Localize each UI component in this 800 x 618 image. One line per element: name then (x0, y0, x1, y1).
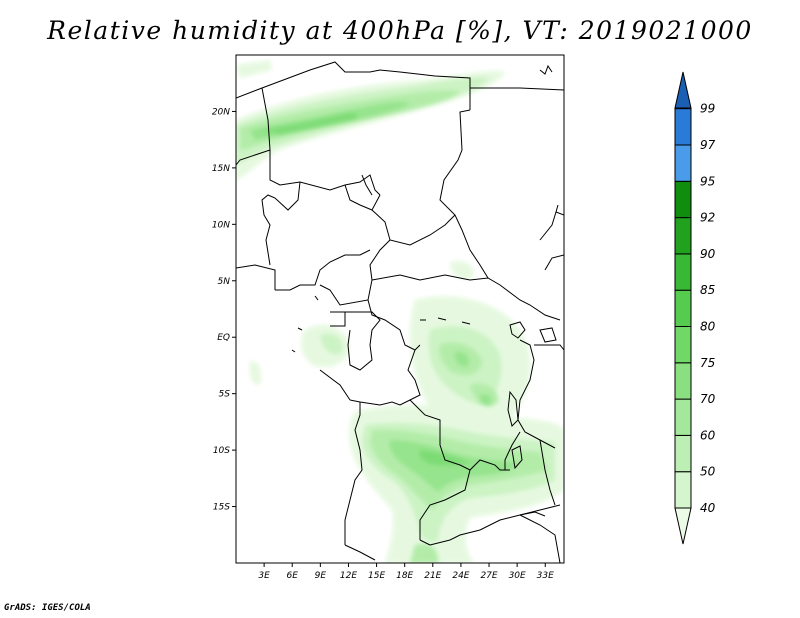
lon-tick-label: 21E (424, 571, 441, 581)
lon-tick-label: 6E (287, 571, 299, 581)
coast-details (291, 64, 557, 517)
grads-credit: GrADS: IGES/COLA (4, 603, 91, 613)
colorbar-label: 40 (700, 501, 716, 515)
latitude-axis: 20N 15N 10N 5N EQ 5S 10S 15S (212, 107, 236, 513)
lat-tick-label: 20N (212, 107, 230, 117)
colorbar-label: 99 (700, 102, 715, 116)
colorbar-bin (674, 144, 692, 182)
lon-tick-label: 9E (315, 571, 327, 581)
colorbar-bin (674, 398, 692, 436)
lon-tick-label: 33E (537, 571, 554, 581)
colorbar-bin (674, 108, 692, 146)
colorbar-label: 92 (700, 211, 715, 225)
lon-tick-label: 27E (480, 571, 497, 581)
lon-tick-label: 12E (340, 571, 357, 581)
lon-tick-label: 24E (452, 571, 469, 581)
lat-tick-label: 10N (212, 220, 230, 230)
humidity-field (236, 60, 564, 563)
colorbar-label: 70 (700, 392, 716, 406)
lat-tick-label: 5N (218, 277, 231, 287)
lat-tick-label: EQ (217, 333, 230, 343)
colorbar-bin (674, 434, 692, 473)
colorbar-bin (674, 289, 692, 328)
lon-tick-label: 3E (258, 571, 270, 581)
lat-tick-label: 5S (219, 390, 231, 400)
chart-title: Relative humidity at 400hPa [%], VT: 201… (47, 16, 753, 45)
colorbar: 40 50 60 70 75 80 85 90 92 95 97 99 (674, 71, 716, 545)
colorbar-label: 80 (700, 320, 716, 334)
colorbar-bin (674, 326, 692, 364)
colorbar-bin (674, 253, 692, 291)
map-frame (235, 54, 565, 564)
colorbar-label: 50 (700, 465, 716, 479)
lon-tick-label: 18E (396, 571, 413, 581)
colorbar-bin (674, 507, 692, 545)
colorbar-label: 75 (700, 356, 715, 370)
colorbar-label: 90 (700, 247, 716, 261)
lon-tick-label: 30E (509, 571, 526, 581)
lat-tick-label: 15N (212, 164, 230, 174)
colorbar-bin (674, 362, 692, 400)
colorbar-label: 97 (700, 138, 716, 152)
colorbar-bin (674, 217, 692, 255)
colorbar-bin (674, 471, 692, 509)
lon-tick-label: 15E (368, 571, 385, 581)
country-borders (236, 61, 564, 563)
longitude-axis: 3E 6E 9E 12E 15E 18E 21E 24E 27E 30E 33E (258, 563, 554, 581)
colorbar-bin (674, 180, 692, 219)
colorbar-label: 95 (700, 174, 715, 188)
colorbar-label: 85 (700, 283, 715, 297)
colorbar-label: 60 (700, 428, 716, 442)
colorbar-bin (674, 71, 692, 109)
lat-tick-label: 10S (213, 446, 230, 456)
lat-tick-label: 15S (213, 503, 230, 513)
